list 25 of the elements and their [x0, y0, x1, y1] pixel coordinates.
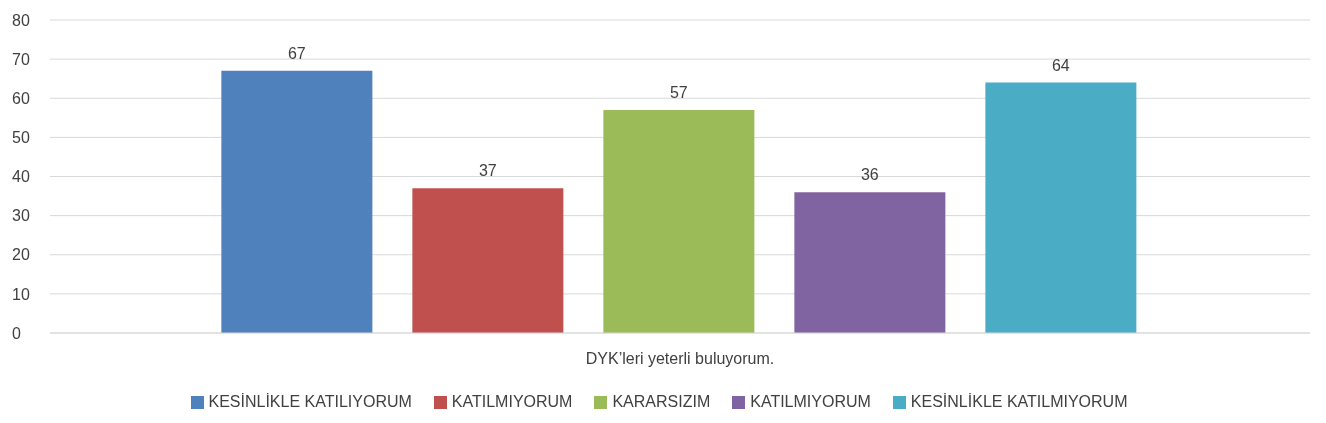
data-label: 37: [478, 162, 497, 180]
y-tick-label: 20: [12, 246, 30, 264]
y-tick-label: 0: [12, 324, 21, 342]
legend-label: KARARSIZIM: [612, 393, 711, 411]
data-label: 36: [860, 166, 879, 184]
legend-label: KATILMIYORUM: [750, 393, 871, 411]
y-tick-label: 80: [12, 11, 30, 29]
bar: [603, 109, 755, 333]
x-tick-label: DYK’leri yeterli buluyorum.: [585, 350, 775, 368]
bar: [794, 192, 946, 333]
bar: [985, 82, 1137, 333]
y-tick-label: 60: [12, 89, 30, 107]
y-tick-label: 70: [12, 50, 30, 68]
data-label: 67: [287, 44, 306, 62]
bar: [221, 70, 373, 333]
y-tick-label: 40: [12, 168, 30, 186]
y-tick-label: 10: [12, 285, 30, 303]
legend-label: KESİNLİKLE KATILMIYORUM: [910, 393, 1128, 411]
y-tick-label: 30: [12, 207, 30, 225]
legend-label: KESİNLİKLE KATILIYORUM: [208, 393, 412, 411]
data-label: 64: [1051, 56, 1070, 74]
y-tick-label: 50: [12, 129, 30, 147]
bar: [412, 188, 564, 333]
data-label: 57: [669, 83, 688, 101]
legend-label: KATILMIYORUM: [451, 393, 573, 411]
